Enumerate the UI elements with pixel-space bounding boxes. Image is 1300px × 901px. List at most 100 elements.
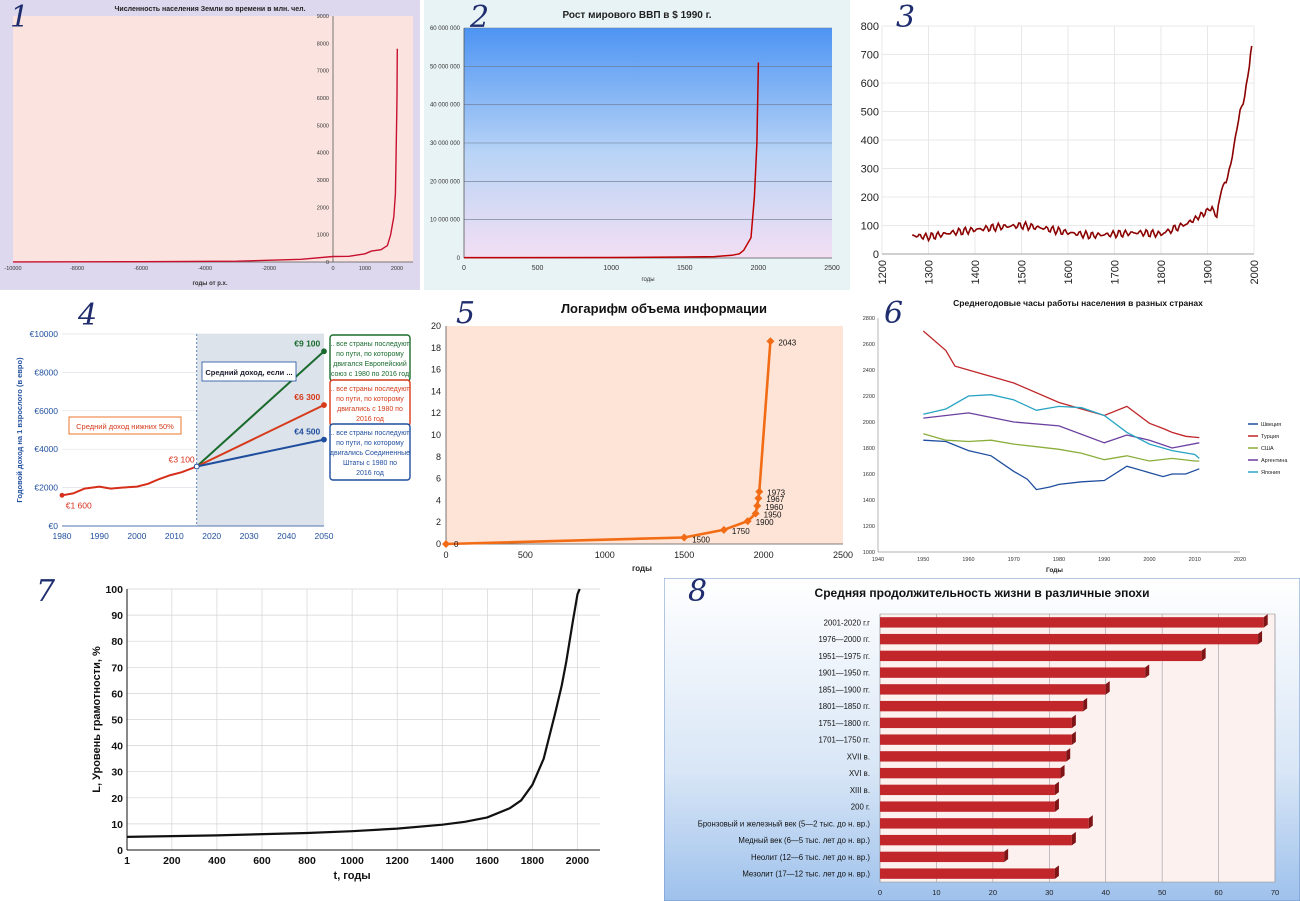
data-point bbox=[442, 540, 450, 548]
x-tick-label: 500 bbox=[532, 265, 544, 272]
y-tick-label: 50 bbox=[111, 715, 123, 727]
category-label: 1901—1950 гг. bbox=[818, 669, 870, 678]
y-tick-label: 4 bbox=[436, 495, 441, 505]
point-label: 0 bbox=[454, 540, 459, 549]
scenario-text: .. все страны последуют bbox=[330, 341, 410, 348]
if-annotation: Средний доход, если ... bbox=[205, 368, 292, 377]
scenario-text: двигался Европейский bbox=[333, 360, 407, 368]
panel-number-2: 2 bbox=[470, 0, 490, 35]
bar bbox=[880, 650, 1202, 662]
x-tick-label: 1940 bbox=[872, 557, 884, 563]
x-tick-label: 1 bbox=[124, 855, 130, 867]
bar bbox=[880, 633, 1259, 645]
data-point bbox=[743, 517, 752, 526]
bar bbox=[880, 868, 1055, 879]
bar-side bbox=[1088, 815, 1093, 829]
legend-label: Швеция bbox=[1261, 422, 1281, 428]
mid-value-label: €3 100 bbox=[169, 454, 195, 464]
x-tick-label: 400 bbox=[208, 855, 226, 867]
bar bbox=[880, 834, 1072, 846]
y-tick-label: 10 000 000 bbox=[430, 218, 461, 224]
x-tick-label: -2000 bbox=[262, 266, 276, 272]
scenario-text: 2016 год bbox=[356, 416, 384, 423]
x-tick-label: 1600 bbox=[476, 855, 500, 867]
chart-panel-3: 0 100 200 300 400 500 600 700 800 1200 1300 1400 150… bbox=[852, 0, 1300, 290]
x-tick-label: 1980 bbox=[53, 531, 72, 541]
y-tick-label: 10 bbox=[431, 430, 441, 440]
point-label: 1967 bbox=[766, 495, 784, 504]
category-label: Мезолит (17—12 тыс. лет до н. вр.) bbox=[742, 870, 870, 879]
x-axis-label: Годы bbox=[1046, 567, 1063, 574]
x-tick-label: 1600 bbox=[1063, 260, 1075, 284]
x-tick-label: -10000 bbox=[4, 266, 21, 272]
bar-side bbox=[1071, 731, 1076, 745]
x-tick-label: 1900 bbox=[1203, 260, 1215, 284]
x-tick-label: 0 bbox=[878, 888, 882, 897]
point-label: 1500 bbox=[692, 535, 710, 544]
y-axis-label: Годовой доход на 1 взрослого (в евро) bbox=[15, 357, 24, 503]
life-expectancy-chart: Средняя продолжительность жизни в различ… bbox=[664, 578, 1300, 901]
x-tick-label: 800 bbox=[298, 855, 316, 867]
y-tick-label: 90 bbox=[111, 610, 123, 622]
bar-side bbox=[1054, 798, 1059, 812]
y-tick-label: 30 bbox=[111, 767, 123, 779]
panel-number-8: 8 bbox=[688, 574, 708, 609]
x-tick-label: 1000 bbox=[595, 550, 615, 560]
y-tick-label: 5000 bbox=[317, 123, 329, 129]
bar-side bbox=[1201, 647, 1206, 662]
category-label: 1976—2000 гг. bbox=[818, 635, 870, 644]
x-tick-label: 1300 bbox=[924, 260, 936, 284]
y-tick-label: 4000 bbox=[317, 151, 329, 157]
y-tick-label: 60 bbox=[111, 688, 123, 700]
y-tick-label: €2000 bbox=[34, 483, 58, 493]
y-tick-label: 8000 bbox=[317, 41, 329, 47]
chart-title: Численность населения Земли во времени в… bbox=[114, 6, 305, 13]
x-tick-label: 1950 bbox=[917, 557, 929, 563]
data-point bbox=[755, 487, 764, 496]
x-axis-label: t, годы bbox=[334, 870, 371, 882]
eu-projection-line bbox=[196, 350, 325, 468]
plot-area bbox=[446, 326, 843, 544]
bar bbox=[880, 751, 1067, 762]
x-tick-label: 1800 bbox=[1156, 260, 1168, 284]
y-tick-label: 20 bbox=[431, 321, 441, 331]
y-tick-label: 500 bbox=[861, 107, 879, 119]
panel-number-3: 3 bbox=[896, 0, 916, 35]
y-tick-label: €0 bbox=[49, 521, 59, 531]
panel-number-7: 7 bbox=[36, 574, 56, 609]
y-tick-label: 7000 bbox=[317, 69, 329, 75]
bar-side bbox=[1105, 681, 1110, 695]
bar bbox=[880, 818, 1089, 829]
annotation-box bbox=[201, 361, 297, 382]
endpoint-marker bbox=[321, 436, 327, 443]
category-label: Бронзовый и железный век (5—2 тыс. до н.… bbox=[698, 819, 871, 828]
chart-panel-7: 0 10 20 30 40 50 60 70 80 90 100 1 200 400 600 800 1000 1… bbox=[0, 578, 600, 901]
scenario-text: 2016 год bbox=[356, 470, 384, 477]
chart-title: Средняя продолжительность жизни в различ… bbox=[815, 586, 1150, 600]
x-tick-label: 2000 bbox=[754, 550, 774, 560]
x-tick-label: 1500 bbox=[1017, 260, 1029, 284]
y-tick-label: 1000 bbox=[317, 233, 329, 239]
y-tick-label: 30 000 000 bbox=[430, 141, 461, 147]
x-tick-label: 1200 bbox=[877, 260, 889, 284]
category-label: 200 г. bbox=[851, 803, 870, 812]
x-tick-label: -6000 bbox=[134, 266, 148, 272]
x-tick-label: 2000 bbox=[566, 855, 590, 867]
x-axis-label: годы bbox=[641, 277, 654, 283]
category-label: 1801—1850 гг. bbox=[818, 702, 870, 711]
information-chart: Логарифм объема информации 0 2 4 6 8 10 12 14 16 1… bbox=[431, 301, 853, 573]
x-tick-label: 1000 bbox=[340, 855, 364, 867]
y-tick-label: 6 bbox=[436, 474, 441, 484]
x-tick-label: 20 bbox=[989, 888, 997, 897]
turkey-value-label: €6 300 bbox=[294, 392, 320, 402]
y-tick-label: 6000 bbox=[317, 96, 329, 102]
bar bbox=[880, 667, 1146, 678]
bar-side bbox=[1083, 697, 1088, 712]
category-label: 2001-2020 г.г bbox=[824, 618, 871, 627]
scenario-text: по пути, по которому bbox=[336, 396, 404, 403]
x-tick-label: 30 bbox=[1045, 888, 1053, 897]
x-axis-label: годы от р.х. bbox=[192, 281, 227, 287]
y-tick-label: 20 bbox=[111, 793, 123, 805]
x-tick-label: 1200 bbox=[386, 855, 410, 867]
us-projection-line bbox=[196, 438, 325, 468]
